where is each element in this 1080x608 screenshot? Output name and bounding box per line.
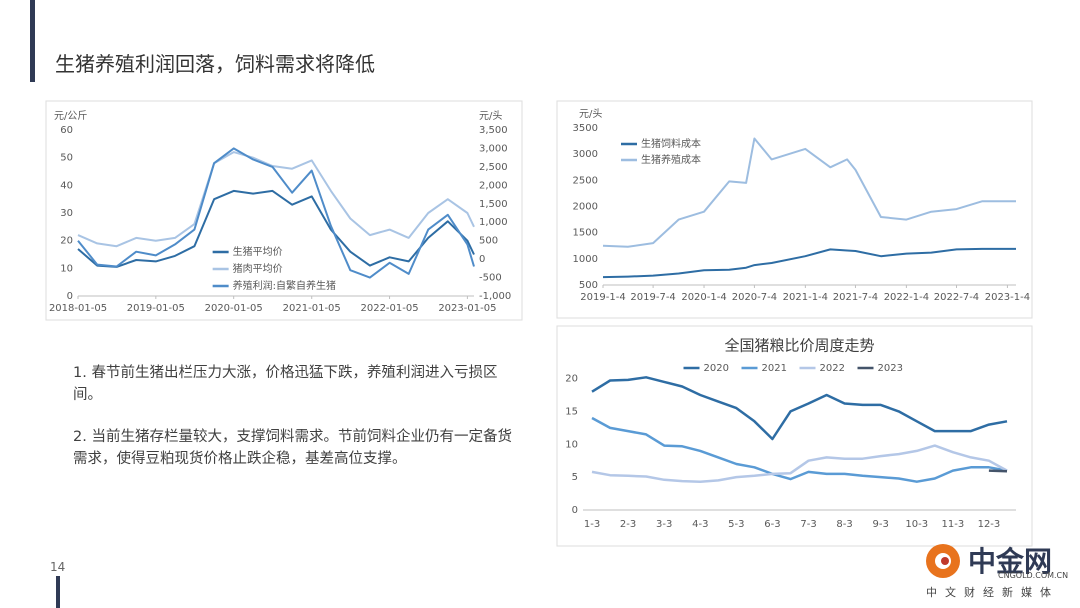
legend-label: 2022: [820, 363, 845, 374]
x-tick-label: 2022-1-4: [884, 292, 929, 303]
series-line: [591, 444, 1008, 483]
x-tick-label: 2022-01-05: [360, 303, 418, 314]
x-tick-label: 2021-1-4: [783, 292, 828, 303]
x-tick-label: 1-3: [584, 519, 600, 530]
y-axis-label: 元/头: [579, 108, 602, 120]
chart-title: 全国猪粮比价周度走势: [724, 337, 874, 355]
x-tick-label: 3-3: [656, 519, 672, 530]
legend-label: 生猪饲料成本: [641, 137, 701, 150]
x-tick-label: 2020-1-4: [681, 292, 726, 303]
x-tick-label: 6-3: [764, 519, 780, 530]
legend-label: 2023: [878, 363, 903, 374]
legend-label: 猪肉平均价: [233, 262, 283, 275]
series-line: [988, 469, 1008, 473]
x-tick-label: 2021-01-05: [283, 303, 341, 314]
x-tick-label: 7-3: [800, 519, 816, 530]
y-tick-label: 15: [565, 406, 578, 417]
logo-slogan: 中文财经新媒体: [926, 586, 1059, 599]
y-tick-label: 1500: [573, 228, 598, 239]
legend-label: 生猪平均价: [233, 245, 283, 258]
x-tick-label: 2-3: [620, 519, 636, 530]
y-tick-label: 50: [60, 153, 73, 164]
y-tick-label: 500: [579, 280, 598, 291]
legend-label: 养殖利润:自繁自养生猪: [233, 279, 336, 292]
y2-tick-label: 3,500: [479, 125, 508, 136]
y2-tick-label: 1,500: [479, 199, 508, 210]
x-tick-label: 2023-01-05: [438, 303, 496, 314]
x-tick-label: 2023-1-4: [985, 292, 1030, 303]
legend-label: 2020: [704, 363, 729, 374]
series-line: [77, 147, 475, 279]
y-tick-label: 0: [67, 291, 73, 302]
accent-bar: [30, 0, 35, 82]
x-tick-label: 2019-7-4: [630, 292, 675, 303]
y-tick-label: 20: [60, 236, 73, 247]
y2-tick-label: -1,000: [479, 291, 511, 302]
y-tick-label: 1000: [573, 254, 598, 265]
x-tick-label: 10-3: [905, 519, 928, 530]
slide-title: 生猪养殖利润回落，饲料需求将降低: [55, 52, 375, 76]
x-tick-label: 9-3: [873, 519, 889, 530]
y2-tick-label: 2,500: [479, 162, 508, 173]
bullet: 1. 春节前生猪出栏压力大涨，价格迅猛下跌，养殖利润进入亏损区间。: [73, 365, 498, 403]
series-line: [602, 247, 1016, 279]
x-tick-label: 4-3: [692, 519, 708, 530]
y2-axis-label: 元/头: [479, 110, 502, 122]
y-tick-label: 2500: [573, 175, 598, 186]
accent-bar: [56, 576, 60, 608]
y2-tick-label: 0: [479, 254, 485, 265]
chart-frame: [45, 100, 523, 321]
y-tick-label: 3500: [573, 123, 598, 134]
logo-icon: [941, 557, 949, 565]
y-tick-label: 20: [565, 374, 578, 385]
y-tick-label: 10: [565, 439, 578, 450]
legend-label: 生猪养殖成本: [641, 153, 701, 166]
y2-tick-label: 500: [479, 236, 498, 247]
y-tick-label: 0: [572, 505, 578, 516]
x-tick-label: 8-3: [836, 519, 852, 530]
page-number: 14: [50, 560, 66, 574]
y2-tick-label: -500: [479, 273, 502, 284]
x-tick-label: 11-3: [942, 519, 965, 530]
y-axis-label: 元/公斤: [54, 110, 87, 122]
y-tick-label: 10: [60, 263, 73, 274]
x-tick-label: 12-3: [978, 519, 1001, 530]
chart-frame: [556, 325, 1033, 547]
series-line: [602, 137, 1016, 248]
bullet: 2. 当前生猪存栏量较大，支撑饲料需求。节前饲料企业仍有一定备货需求，使得豆粕现…: [73, 429, 512, 467]
y2-tick-label: 3,000: [479, 143, 508, 154]
x-tick-label: 2020-7-4: [732, 292, 777, 303]
x-tick-label: 2021-7-4: [833, 292, 878, 303]
legend-label: 2021: [762, 363, 787, 374]
y-tick-label: 60: [60, 125, 73, 136]
y-tick-label: 40: [60, 180, 73, 191]
logo-name: 中金网: [968, 545, 1053, 578]
y2-tick-label: 2,000: [479, 180, 508, 191]
x-tick-label: 2019-01-05: [127, 303, 185, 314]
y2-tick-label: 1,000: [479, 217, 508, 228]
x-tick-label: 2022-7-4: [934, 292, 979, 303]
series-line: [591, 376, 1008, 441]
series-line: [591, 416, 1008, 483]
y-tick-label: 5: [572, 472, 578, 483]
logo-domain: CNGOLD.COM.CN: [998, 571, 1069, 580]
x-tick-label: 2020-01-05: [205, 303, 263, 314]
series-line: [77, 151, 475, 248]
x-tick-label: 2019-1-4: [580, 292, 625, 303]
y-tick-label: 2000: [573, 202, 598, 213]
x-tick-label: 5-3: [728, 519, 744, 530]
y-tick-label: 3000: [573, 149, 598, 160]
x-tick-label: 2018-01-05: [49, 303, 107, 314]
y-tick-label: 30: [60, 208, 73, 219]
